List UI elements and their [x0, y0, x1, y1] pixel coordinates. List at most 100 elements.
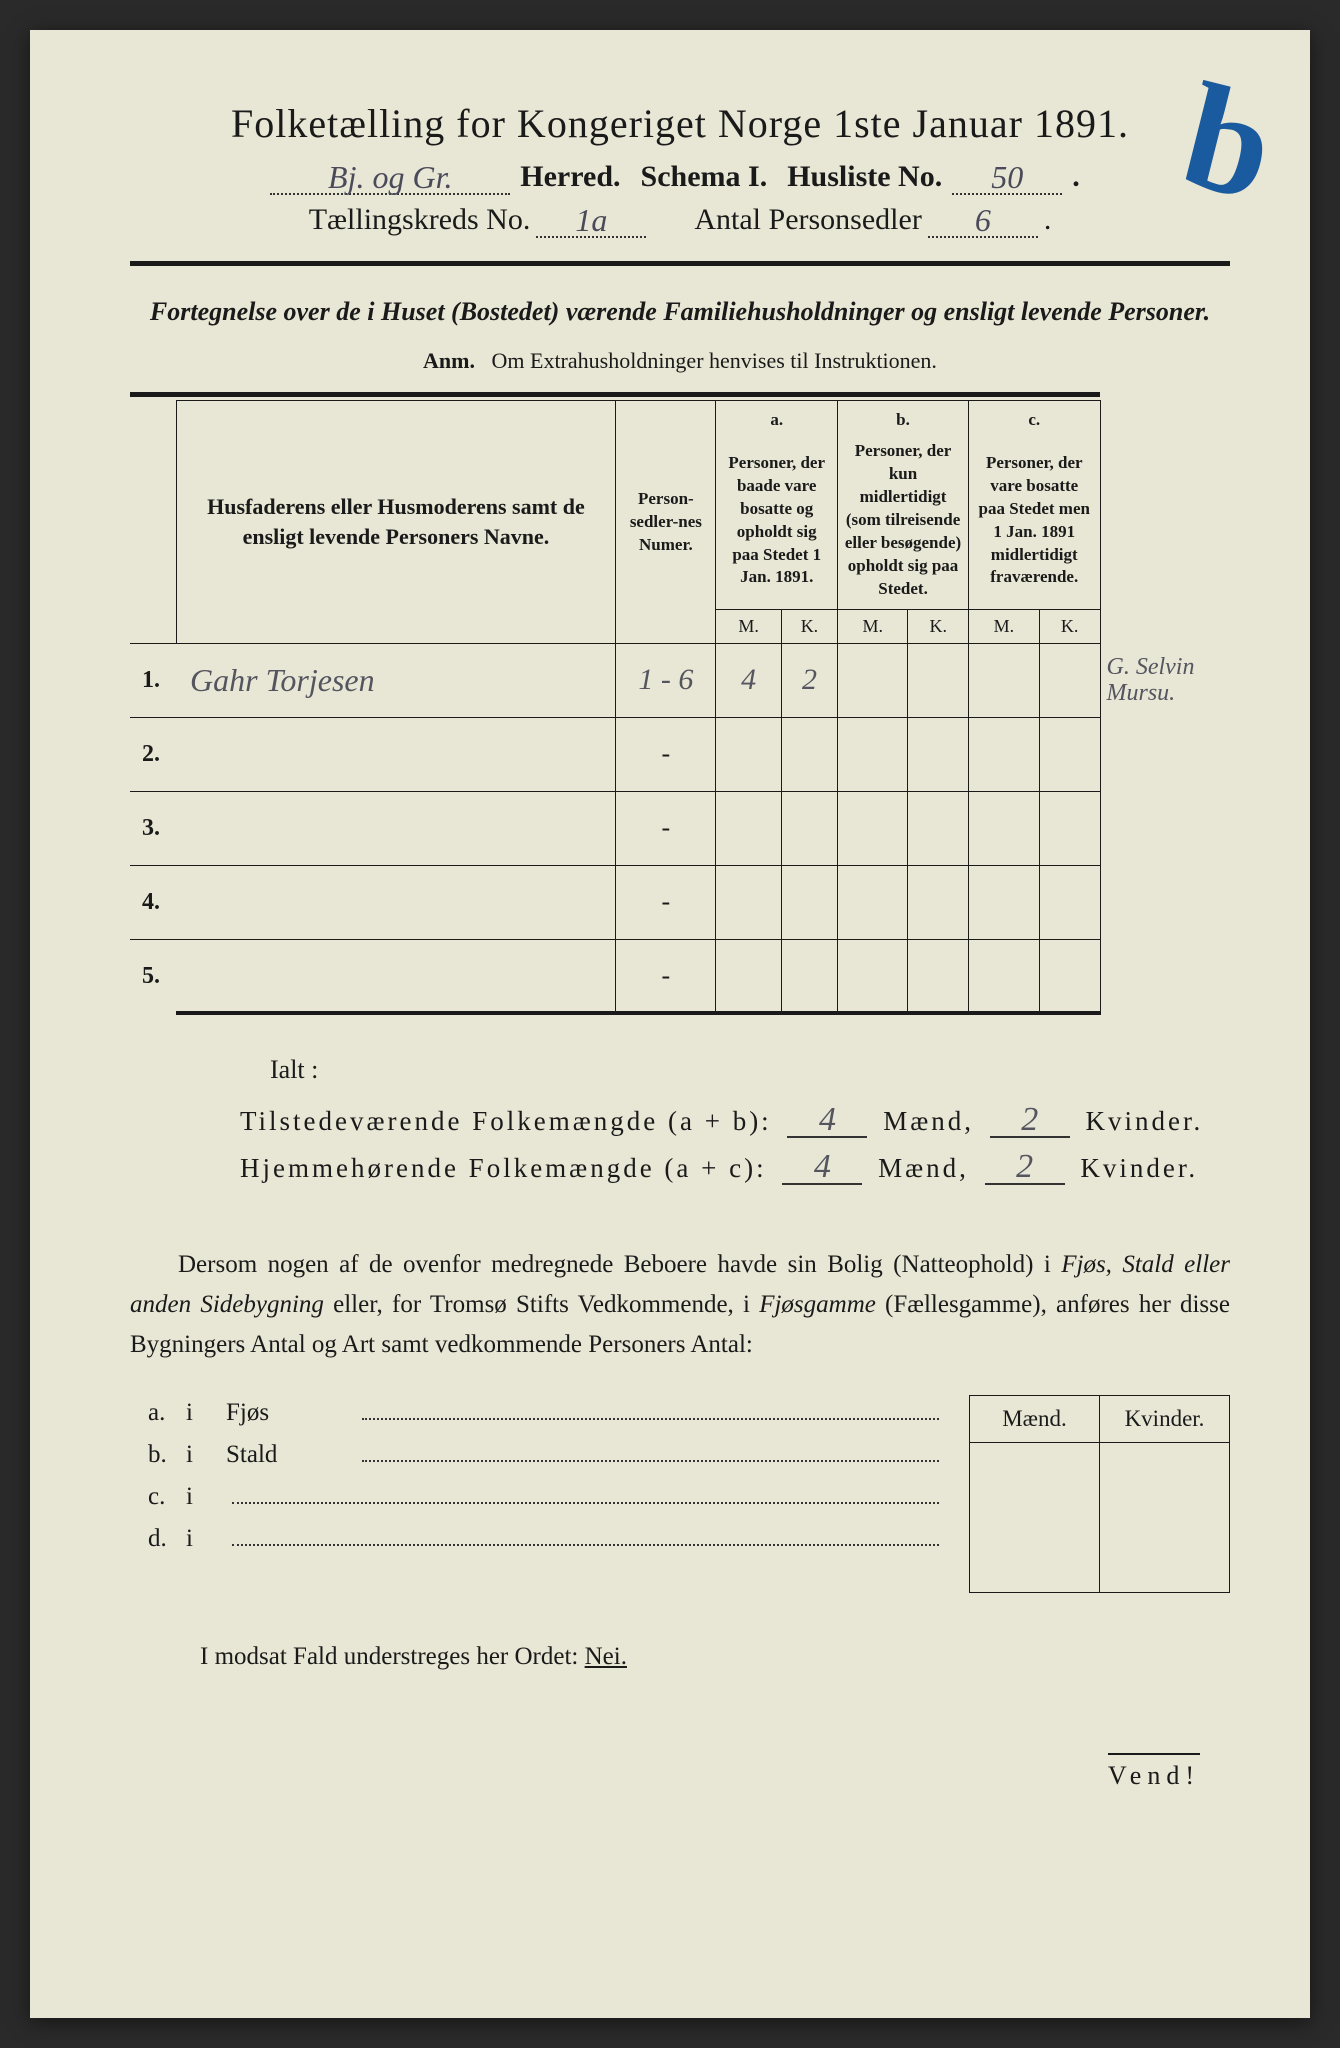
list-i: i [186, 1399, 226, 1427]
outbuilding-paragraph: Dersom nogen af de ovenfor medregnede Be… [130, 1245, 1230, 1365]
a-k-cell: 2 [781, 643, 837, 717]
c-k-cell [1039, 643, 1100, 717]
row-number: 1. [130, 643, 176, 717]
col-b-k: K. [908, 609, 969, 643]
name-cell [176, 791, 616, 865]
antal-field: 6 [928, 204, 1038, 238]
col-b-m: M. [838, 609, 908, 643]
b-m-cell [838, 791, 908, 865]
numer-cell: - [616, 939, 716, 1013]
numer-cell: - [616, 791, 716, 865]
col-c-m: M. [969, 609, 1040, 643]
name-cell: Gahr Torjesen [176, 643, 616, 717]
b-k-cell [908, 717, 969, 791]
c-m-cell [969, 865, 1040, 939]
list-item: d. i [130, 1521, 939, 1553]
husliste-label: Husliste No. [787, 160, 942, 194]
header-line-1: Bj. og Gr. Herred. Schema I. Husliste No… [130, 159, 1230, 194]
list-key: b. [130, 1441, 186, 1469]
table-row: 1. Gahr Torjesen 1 - 6 4 2 G. Selvin Mur… [130, 643, 1230, 717]
totals-line-present: Tilstedeværende Folkemængde (a + b): 4 M… [240, 1105, 1230, 1138]
name-cell [176, 865, 616, 939]
nei-prefix: I modsat Fald understreges her Ordet: [200, 1643, 585, 1670]
a-m-cell [716, 791, 781, 865]
col-a-k: K. [781, 609, 837, 643]
list-key: a. [130, 1399, 186, 1427]
header-rule [130, 261, 1230, 266]
totals-block: Ialt : Tilstedeværende Folkemængde (a + … [240, 1055, 1230, 1184]
a-m-cell: 4 [716, 643, 781, 717]
margin-note [1100, 939, 1230, 1013]
b-k-cell [908, 791, 969, 865]
numer-cell: - [616, 717, 716, 791]
schema-label: Schema I. [641, 160, 768, 194]
margin-note [1100, 717, 1230, 791]
household-table: Husfaderens eller Husmoderens samt de en… [130, 392, 1230, 1015]
present-m-value: 4 [787, 1105, 867, 1138]
col-c-header: Personer, der vare bosatte paa Stedet me… [969, 432, 1101, 609]
c-k-cell [1039, 791, 1100, 865]
kvinder-label: Kvinder. [1085, 1106, 1203, 1136]
c-k-cell [1039, 717, 1100, 791]
col-b-label: b. [838, 401, 969, 432]
outbuilding-block: a. i Fjøs b. i Stald c. i d. i [130, 1395, 1230, 1593]
antal-label: Antal Personsedler [694, 203, 921, 237]
nei-line: I modsat Fald understreges her Ordet: Ne… [130, 1643, 1230, 1671]
present-k-value: 2 [990, 1105, 1070, 1138]
c-k-cell [1039, 939, 1100, 1013]
list-i: i [186, 1441, 226, 1469]
a-k-cell [781, 865, 837, 939]
table-row: 3. - [130, 791, 1230, 865]
bldg-kvinder-cell [1100, 1442, 1230, 1592]
a-k-cell [781, 717, 837, 791]
herred-label: Herred. [520, 160, 620, 194]
a-k-cell [781, 939, 837, 1013]
numer-cell: - [616, 865, 716, 939]
list-key: c. [130, 1483, 186, 1511]
dotted-fill [362, 1395, 939, 1420]
c-m-cell [969, 717, 1040, 791]
maend-label: Mænd, [883, 1106, 974, 1136]
present-label: Tilstedeværende Folkemængde (a + b): [240, 1106, 772, 1136]
numer-cell: 1 - 6 [616, 643, 716, 717]
b-m-cell [838, 865, 908, 939]
col-a-m: M. [716, 609, 781, 643]
kvinder-label: Kvinder. [1080, 1153, 1198, 1183]
b-m-cell [838, 643, 908, 717]
totals-line-resident: Hjemmehørende Folkemængde (a + c): 4 Mæn… [240, 1152, 1230, 1185]
dotted-fill [232, 1521, 939, 1546]
husliste-field: 50 [952, 161, 1062, 195]
col-a-label: a. [716, 401, 838, 432]
a-m-cell [716, 865, 781, 939]
list-item: b. i Stald [130, 1437, 939, 1469]
anm-label: Anm. [423, 348, 475, 373]
b-k-cell [908, 865, 969, 939]
margin-note [1100, 865, 1230, 939]
table-row: 5. - [130, 939, 1230, 1013]
vend-label: Vend! [130, 1761, 1230, 1791]
nei-word: Nei. [585, 1643, 627, 1670]
a-k-cell [781, 791, 837, 865]
maend-label: Mænd, [878, 1153, 969, 1183]
list-item: c. i [130, 1479, 939, 1511]
b-k-cell [908, 939, 969, 1013]
b-k-cell [908, 643, 969, 717]
name-cell [176, 939, 616, 1013]
a-m-cell [716, 939, 781, 1013]
kreds-label: Tællingskreds No. [309, 203, 531, 237]
row-number: 5. [130, 939, 176, 1013]
margin-note [1100, 791, 1230, 865]
col-names-header: Husfaderens eller Husmoderens samt de en… [176, 401, 616, 644]
dotted-fill [362, 1437, 939, 1462]
dotted-fill [232, 1479, 939, 1504]
list-i: i [186, 1525, 226, 1553]
form-title: Folketælling for Kongeriget Norge 1ste J… [130, 100, 1230, 147]
bldg-maend-cell [970, 1442, 1100, 1592]
resident-label: Hjemmehørende Folkemængde (a + c): [240, 1153, 767, 1183]
bldg-kvinder-header: Kvinder. [1100, 1395, 1230, 1442]
herred-field: Bj. og Gr. [270, 161, 510, 195]
margin-note: G. Selvin Mursu. [1100, 643, 1230, 717]
form-subtitle: Fortegnelse over de i Huset (Bostedet) v… [130, 294, 1230, 330]
anm-text: Om Extrahusholdninger henvises til Instr… [492, 348, 937, 373]
list-item: a. i Fjøs [130, 1395, 939, 1427]
